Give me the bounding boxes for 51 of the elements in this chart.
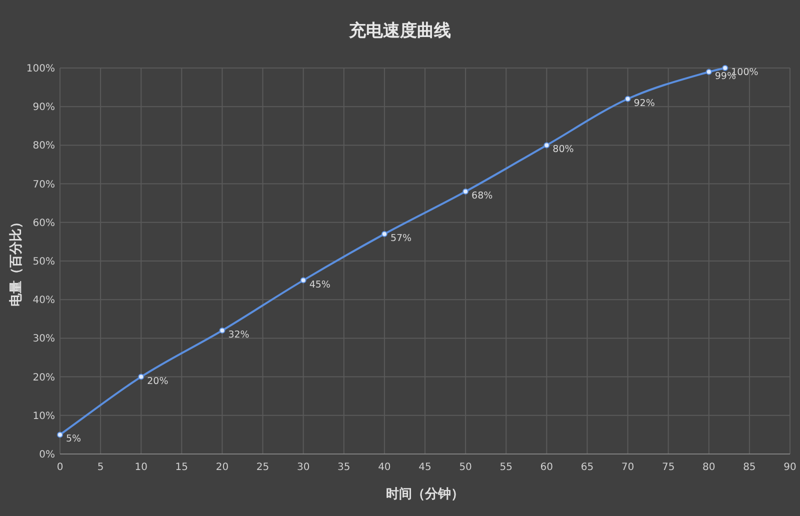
point	[219, 327, 226, 334]
x-tick-label: 0	[56, 462, 64, 473]
x-tick-label: 45	[418, 462, 432, 473]
x-tick-label: 55	[500, 462, 512, 473]
data-label: 5%	[66, 434, 82, 445]
point	[722, 65, 728, 71]
data-label: 45%	[309, 279, 330, 290]
x-tick-label: 50	[459, 462, 472, 473]
point	[462, 188, 469, 195]
y-axis-title: 电量（百分比）	[9, 216, 24, 306]
chart-title: 充电速度曲线	[348, 21, 451, 41]
x-tick-label: 85	[743, 462, 756, 473]
y-tick-label: 60%	[32, 218, 55, 229]
x-tick-label: 10	[134, 462, 148, 473]
point	[381, 230, 388, 237]
data-label: 80%	[552, 144, 574, 156]
data-label: 92%	[634, 98, 655, 109]
data-label: 20%	[147, 376, 168, 387]
point	[624, 96, 631, 102]
point	[57, 432, 63, 438]
x-tick-label: 80	[702, 462, 716, 473]
y-tick-label: 10%	[32, 410, 55, 422]
y-tick-label: 70%	[32, 179, 55, 190]
x-tick-label: 70	[621, 462, 634, 473]
y-tick-label: 20%	[32, 372, 55, 384]
point	[138, 374, 144, 380]
y-tick-label: 40%	[32, 295, 55, 306]
data-label: 68%	[472, 190, 493, 202]
x-tick-label: 60	[540, 462, 554, 473]
x-tick-label: 20	[216, 462, 229, 473]
point	[300, 277, 306, 284]
x-tick-label: 15	[175, 462, 188, 473]
x-tick-label: 75	[662, 462, 675, 473]
y-tick-label: 30%	[32, 334, 55, 345]
y-tick-label: 0%	[39, 450, 55, 460]
point	[706, 68, 712, 75]
point	[544, 142, 550, 148]
x-tick-label: 35	[338, 462, 350, 473]
x-tick-label: 30	[296, 462, 310, 473]
y-tick-label: 80%	[32, 140, 55, 152]
y-tick-label: 100%	[26, 64, 55, 74]
x-tick-label: 65	[580, 462, 594, 473]
x-tick-label: 40	[378, 462, 391, 473]
y-tick-label: 50%	[32, 256, 55, 268]
data-label: 32%	[228, 329, 250, 340]
x-axis-title: 时间（分钟）	[386, 487, 464, 502]
data-label: 57%	[390, 232, 412, 244]
x-tick-label: 5	[97, 462, 104, 473]
x-tick-label: 90	[784, 462, 796, 473]
y-tick-label: 90%	[32, 102, 55, 114]
x-tick-label: 25	[256, 462, 270, 473]
